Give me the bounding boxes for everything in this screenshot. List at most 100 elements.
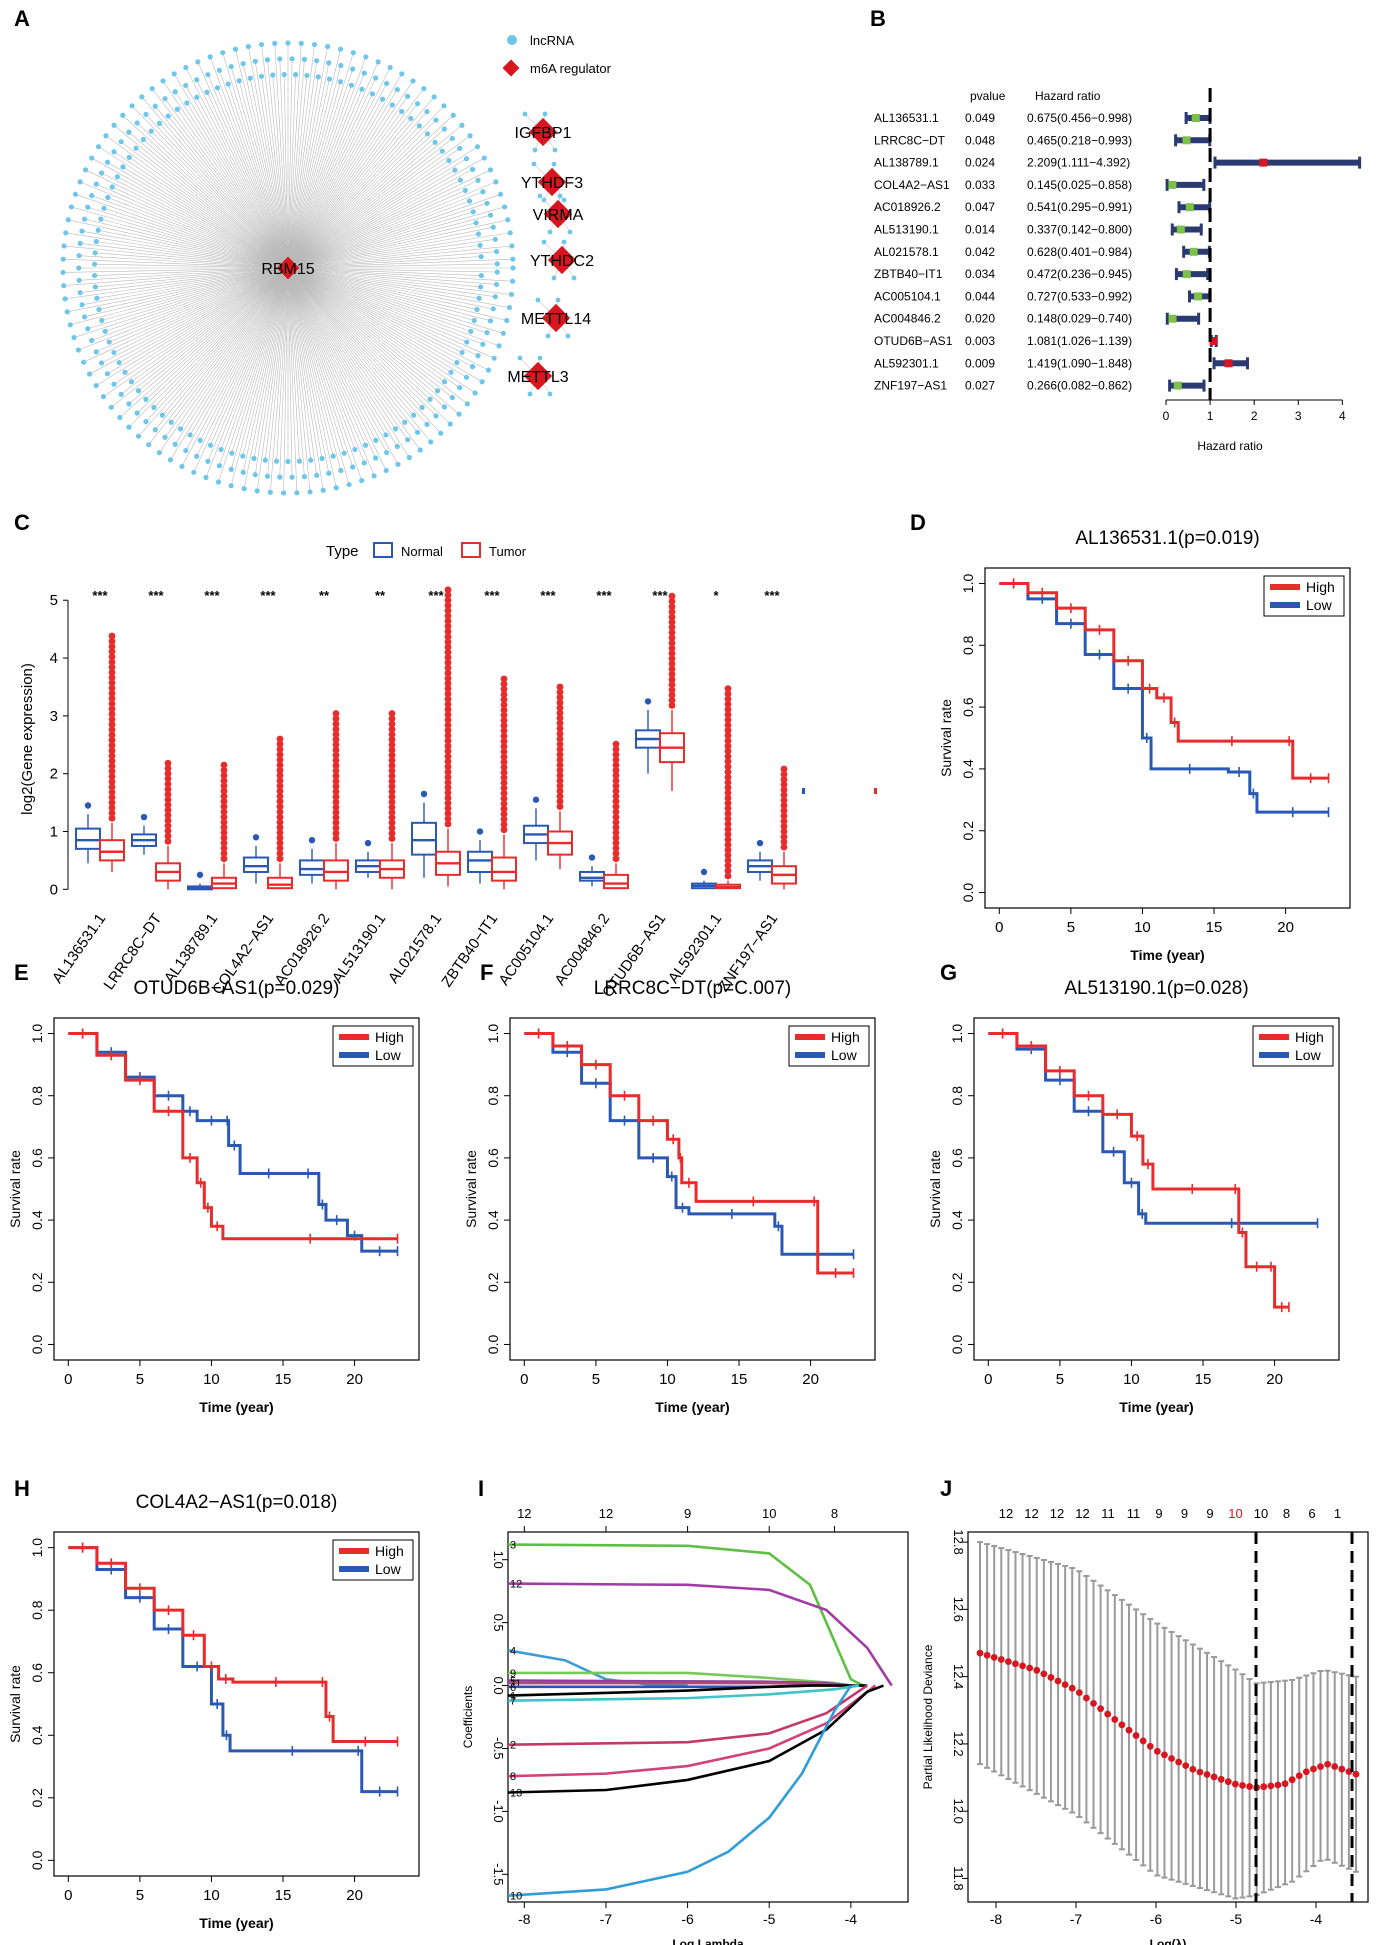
network-edge bbox=[287, 267, 305, 477]
mean-deviance-point bbox=[1125, 1726, 1133, 1734]
network-edge bbox=[287, 111, 402, 269]
y-axis-label: Partial Likelihood Deviance bbox=[921, 1644, 935, 1789]
outlier-point bbox=[556, 761, 564, 769]
lncrna-node bbox=[447, 421, 453, 427]
lncrna-node bbox=[379, 96, 386, 102]
lncrna-node bbox=[104, 159, 111, 165]
outlier-point bbox=[108, 679, 116, 687]
network-edge bbox=[242, 63, 289, 269]
x-tick-label: -8 bbox=[518, 1911, 531, 1927]
network-edge bbox=[287, 267, 476, 394]
lncrna-node bbox=[337, 79, 344, 85]
network-edge bbox=[167, 115, 289, 269]
lncrna-node bbox=[383, 467, 389, 474]
network-edge bbox=[254, 267, 289, 475]
forest-hr-marker bbox=[1189, 247, 1198, 256]
network-edge bbox=[101, 267, 289, 321]
network-edge bbox=[96, 267, 289, 299]
network-edge bbox=[81, 267, 289, 306]
mean-deviance-point bbox=[1224, 1778, 1232, 1786]
lncrna-node bbox=[547, 391, 553, 397]
x-tick-label: 10 bbox=[1134, 919, 1151, 936]
lncrna-node bbox=[487, 318, 494, 324]
outlier-point bbox=[780, 770, 788, 778]
outlier-point bbox=[108, 752, 116, 760]
network-edge bbox=[98, 146, 289, 269]
outlier-point bbox=[388, 767, 396, 775]
network-edge bbox=[287, 226, 494, 269]
outlier-point bbox=[444, 716, 452, 724]
network-edge bbox=[287, 49, 341, 269]
outlier-point bbox=[556, 772, 564, 779]
network-edge bbox=[73, 267, 289, 338]
outlier-point bbox=[308, 836, 316, 844]
network-edge bbox=[174, 267, 289, 445]
outlier-point bbox=[444, 711, 452, 719]
outlier-point bbox=[332, 793, 340, 801]
y-tick-label: 0.8 bbox=[960, 635, 976, 655]
lncrna-node bbox=[431, 94, 437, 100]
panel-letter-f: F bbox=[480, 960, 493, 985]
lncrna-node bbox=[484, 330, 490, 336]
outlier-point bbox=[108, 762, 116, 770]
network-edge bbox=[113, 267, 289, 385]
lncrna-node bbox=[469, 166, 476, 172]
outlier-point bbox=[332, 715, 340, 723]
lncrna-node bbox=[229, 450, 235, 456]
lncrna-node bbox=[98, 216, 104, 222]
lncrna-node bbox=[541, 239, 547, 245]
outlier-point bbox=[724, 867, 732, 875]
box-body bbox=[467, 850, 493, 873]
lncrna-node bbox=[152, 427, 158, 433]
outlier-point bbox=[276, 829, 284, 837]
regulator-label: METTL14 bbox=[521, 311, 591, 328]
panel-a-network: lncRNA m6A regulator RBM15 IGFBP1 YTHDF3 VIRM… bbox=[60, 33, 612, 496]
panel-letter-c: C bbox=[14, 510, 30, 535]
network-edge bbox=[287, 267, 406, 423]
lncrna-node bbox=[542, 111, 548, 117]
legend-low-label: Low bbox=[375, 1561, 402, 1577]
outlier-point bbox=[556, 699, 564, 706]
outlier-point bbox=[556, 746, 564, 753]
outlier-point bbox=[276, 824, 284, 831]
network-edge bbox=[287, 89, 398, 269]
outlier-point bbox=[668, 676, 676, 683]
network-edge bbox=[287, 76, 319, 269]
outlier-point bbox=[668, 670, 676, 678]
network-edge bbox=[287, 267, 428, 425]
coefficient-path bbox=[507, 1684, 877, 1778]
network-edge bbox=[65, 232, 289, 269]
lncrna-node bbox=[507, 230, 513, 236]
km-curve-high bbox=[68, 1546, 398, 1744]
regulator-node bbox=[523, 361, 553, 391]
network-edge bbox=[287, 267, 468, 405]
network-edge bbox=[287, 267, 495, 359]
outlier-point bbox=[780, 807, 788, 815]
outlier-point bbox=[276, 850, 284, 857]
network-edge bbox=[287, 267, 431, 400]
outlier-point bbox=[108, 632, 116, 640]
network-edge bbox=[287, 138, 453, 269]
lncrna-node bbox=[139, 94, 145, 100]
outlier-point bbox=[276, 772, 284, 779]
y-tick-label: 12.4 bbox=[951, 1664, 966, 1689]
outlier-point bbox=[724, 831, 732, 838]
box-body bbox=[267, 876, 293, 890]
lncrna-node bbox=[469, 364, 476, 370]
network-edge bbox=[75, 193, 289, 269]
y-tick-label: 0.8 bbox=[949, 1086, 965, 1106]
outlier-point bbox=[500, 815, 508, 823]
outlier-point bbox=[164, 832, 172, 840]
outlier-point bbox=[500, 685, 508, 693]
outlier-point bbox=[332, 772, 340, 780]
forest-hr-marker bbox=[1209, 337, 1218, 345]
network-edge bbox=[287, 267, 496, 297]
network-edge bbox=[174, 91, 289, 269]
network-edge bbox=[272, 75, 289, 269]
outlier-point bbox=[220, 824, 228, 831]
network-edge bbox=[96, 267, 289, 353]
lncrna-node bbox=[91, 261, 98, 267]
outlier-point bbox=[388, 741, 396, 749]
network-edge bbox=[287, 267, 312, 461]
lncrna-node bbox=[410, 78, 416, 84]
